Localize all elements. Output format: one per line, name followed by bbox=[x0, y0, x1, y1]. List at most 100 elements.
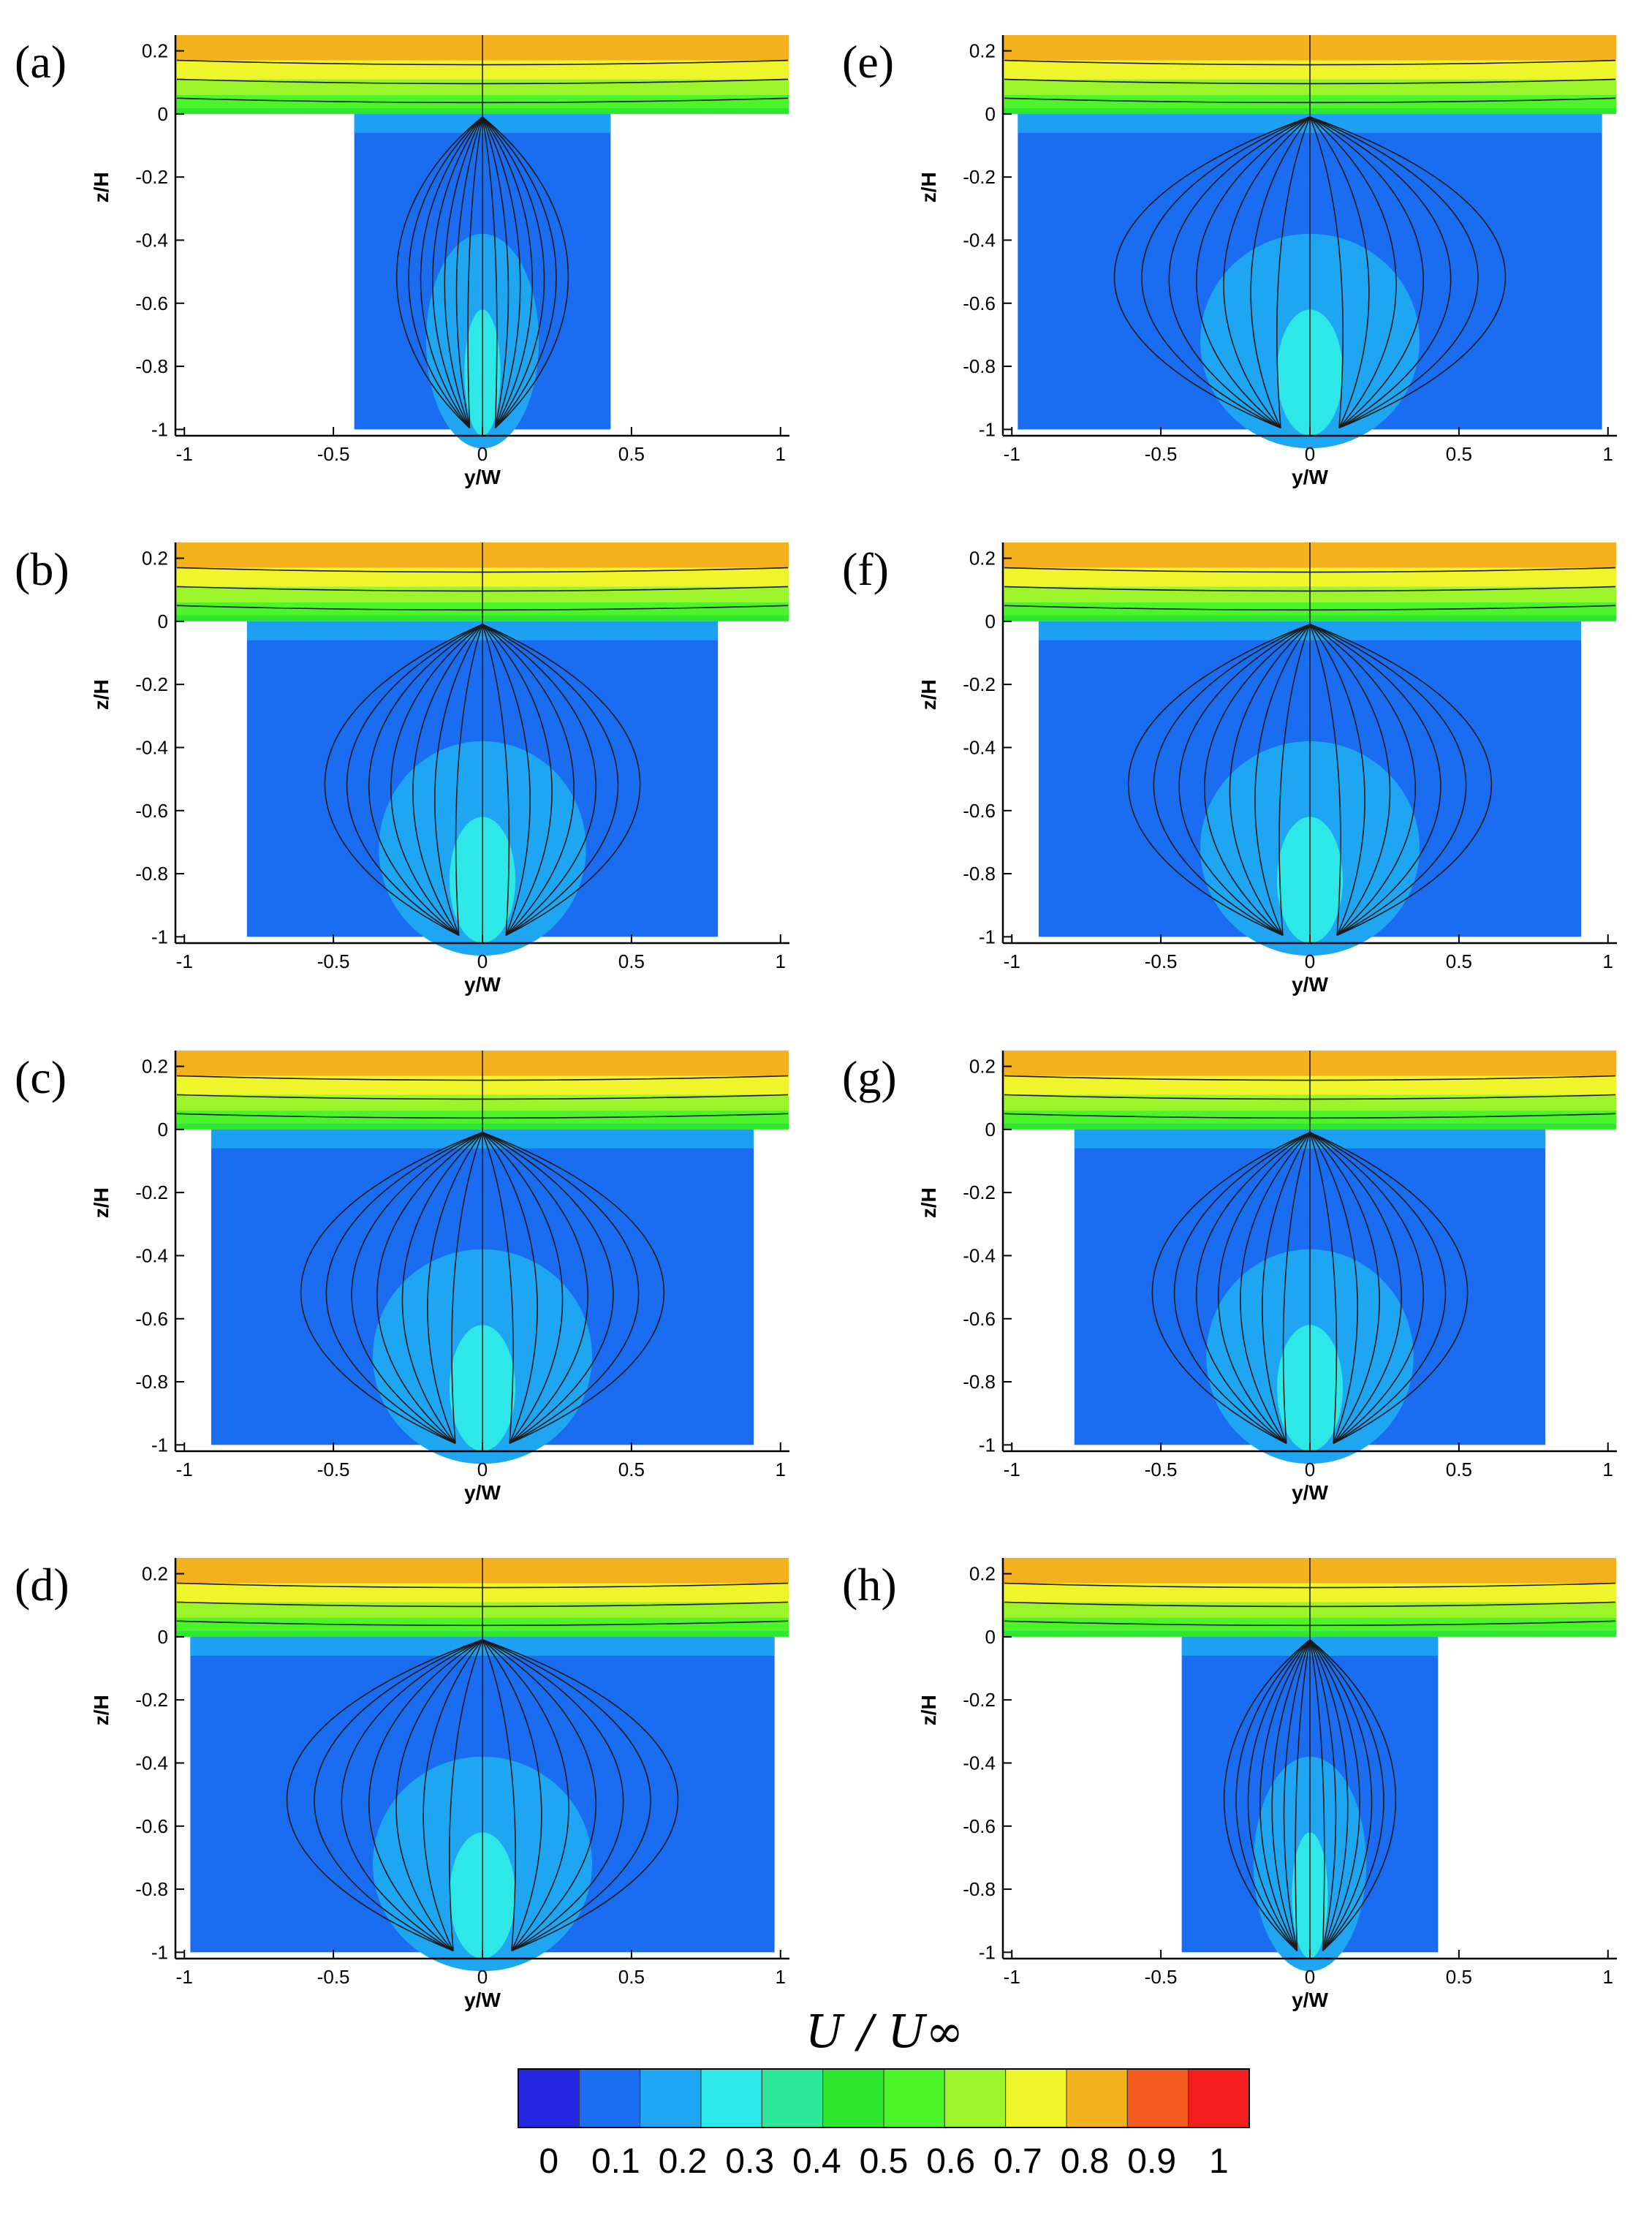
streamline bbox=[176, 97, 789, 104]
y-tick-label: -0.2 bbox=[963, 673, 996, 695]
streamline bbox=[176, 1113, 789, 1119]
streamline bbox=[1195, 116, 1311, 428]
streamline bbox=[300, 1132, 483, 1445]
streamline bbox=[1004, 586, 1616, 592]
streamline bbox=[1004, 1113, 1616, 1119]
panel-d: -1 -0.5 0 0.5 1 0.2 0 -0.2 -0.4 -0.6 -0.8 -1 y/W z/H (… bbox=[15, 1558, 789, 2011]
streamline bbox=[1309, 1639, 1349, 1951]
colorbar-swatch bbox=[640, 2068, 702, 2128]
y-tick-label: 0 bbox=[985, 1626, 996, 1648]
streamline bbox=[1235, 1639, 1311, 1951]
streamline bbox=[1153, 624, 1311, 937]
streamlines bbox=[176, 35, 789, 430]
y-tick-label: -0.4 bbox=[135, 1752, 168, 1774]
x-tick-label: 1 bbox=[776, 950, 786, 972]
streamline bbox=[1127, 624, 1311, 937]
streamlines bbox=[1004, 542, 1616, 937]
x-tick-label: 0 bbox=[1305, 1459, 1315, 1480]
streamline bbox=[1309, 116, 1425, 428]
streamline bbox=[482, 624, 641, 937]
y-tick-label: -0.4 bbox=[135, 736, 168, 758]
streamline bbox=[1309, 1639, 1397, 1951]
y-tick-label: 0 bbox=[158, 610, 168, 632]
x-tick-label: -1 bbox=[1004, 443, 1020, 465]
streamline bbox=[1309, 624, 1441, 937]
y-axis-label: z/H bbox=[90, 172, 113, 203]
x-tick-label: 0 bbox=[477, 1966, 488, 1988]
streamline bbox=[1004, 97, 1616, 104]
streamline bbox=[412, 624, 483, 936]
streamline bbox=[1195, 1132, 1311, 1445]
x-tick-label: 0 bbox=[477, 443, 488, 465]
x-axis-label: y/W bbox=[1292, 466, 1328, 488]
streamline bbox=[1004, 1620, 1616, 1627]
y-axis-label: z/H bbox=[917, 679, 940, 710]
x-tick-label: 0.5 bbox=[618, 1966, 645, 1988]
streamline bbox=[482, 1132, 665, 1445]
colorbar-tick-label: 0.2 bbox=[659, 2142, 708, 2181]
streamline bbox=[449, 1639, 483, 1951]
y-tick-label: 0 bbox=[158, 1119, 168, 1140]
streamline bbox=[408, 116, 483, 428]
streamline bbox=[1309, 1132, 1338, 1444]
streamline bbox=[1004, 1601, 1616, 1608]
y-tick-label: -0.6 bbox=[963, 1308, 996, 1330]
colorbar-swatch bbox=[700, 2068, 762, 2128]
streamline bbox=[1283, 1639, 1311, 1951]
streamline bbox=[176, 1094, 789, 1100]
y-tick-label: -0.6 bbox=[135, 800, 168, 822]
y-tick-label: 0.2 bbox=[969, 1563, 996, 1585]
y-tick-label: -0.6 bbox=[963, 292, 996, 314]
x-tick-label: -0.5 bbox=[1145, 950, 1178, 972]
streamline bbox=[1004, 59, 1616, 66]
x-axis-label: y/W bbox=[1292, 1481, 1328, 1504]
streamline bbox=[482, 1132, 538, 1444]
streamline bbox=[176, 605, 789, 611]
x-tick-label: 0.5 bbox=[618, 1459, 645, 1480]
y-tick-label: -1 bbox=[979, 1941, 996, 1963]
streamlines bbox=[1004, 1051, 1616, 1445]
y-tick-label: -0.4 bbox=[135, 229, 168, 251]
streamline bbox=[1309, 1132, 1380, 1444]
streamline bbox=[1223, 1639, 1311, 1951]
y-tick-label: 0 bbox=[985, 103, 996, 125]
streamline bbox=[427, 1132, 483, 1444]
y-axis-label: z/H bbox=[917, 172, 940, 203]
y-tick-label: 0 bbox=[158, 103, 168, 125]
streamline bbox=[1309, 1132, 1469, 1445]
x-tick-label: -1 bbox=[176, 1459, 193, 1480]
streamline bbox=[455, 624, 483, 936]
streamline bbox=[325, 1132, 483, 1445]
streamline bbox=[432, 116, 483, 428]
y-tick-label: -0.4 bbox=[963, 229, 996, 251]
streamline bbox=[1250, 116, 1311, 428]
streamline bbox=[1004, 1075, 1616, 1081]
y-tick-label: -0.8 bbox=[135, 1878, 168, 1900]
streamline bbox=[1178, 624, 1311, 937]
colorbar-swatch bbox=[883, 2068, 945, 2128]
x-tick-label: -0.5 bbox=[1145, 1966, 1178, 1988]
colorbar-swatch bbox=[761, 2068, 824, 2128]
x-tick-label: 1 bbox=[1603, 443, 1613, 465]
colorbar-swatch bbox=[944, 2068, 1007, 2128]
x-tick-label: 0 bbox=[1305, 443, 1315, 465]
panels: -1 -0.5 0 0.5 1 0.2 0 -0.2 -0.4 -0.6 -0.8 -1 y/W z/H (… bbox=[15, 35, 1617, 2011]
panel-letter: (a) bbox=[15, 36, 67, 88]
streamline bbox=[314, 1639, 483, 1952]
streamline bbox=[1004, 605, 1616, 611]
x-tick-label: 1 bbox=[776, 443, 786, 465]
streamline bbox=[395, 116, 483, 428]
streamline bbox=[286, 1639, 483, 1952]
streamline bbox=[423, 1639, 483, 1951]
y-tick-label: -0.8 bbox=[963, 1371, 996, 1393]
streamline bbox=[395, 1639, 483, 1951]
streamline bbox=[1240, 1132, 1311, 1444]
streamlines bbox=[1004, 35, 1616, 430]
x-tick-label: 0 bbox=[1305, 950, 1315, 972]
colorbar-tick-label: 0.5 bbox=[860, 2142, 909, 2181]
streamlines bbox=[1004, 1558, 1616, 1953]
streamline bbox=[1309, 1639, 1384, 1951]
y-tick-label: 0.2 bbox=[142, 1056, 168, 1078]
streamline bbox=[1262, 1132, 1311, 1444]
